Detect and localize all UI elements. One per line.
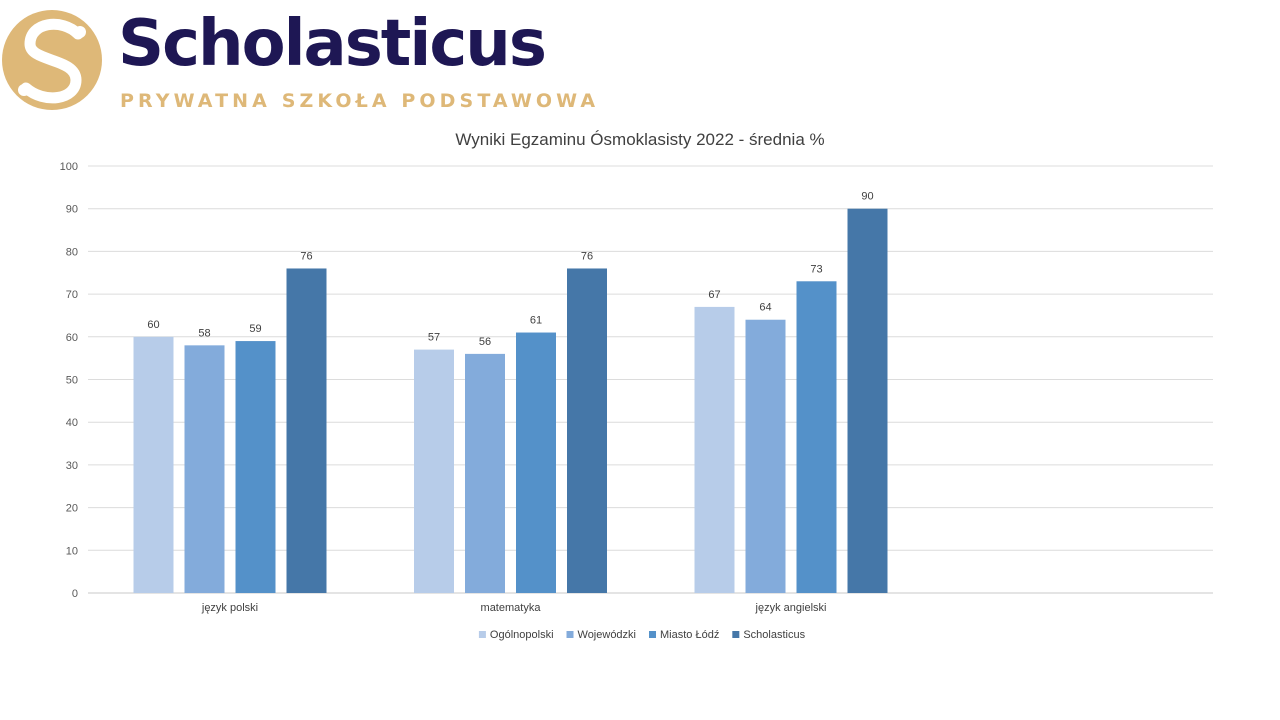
- grid: 0 10 20 30 40 50 60 70 80 90 100: [60, 161, 1213, 600]
- legend-item: Ogólnopolski: [478, 629, 554, 641]
- y-tick-label: 60: [66, 332, 78, 344]
- chart-title: Wyniki Egzaminu Ósmoklasisty 2022 - śred…: [455, 130, 824, 149]
- data-label: 76: [581, 250, 593, 262]
- y-tick-label: 20: [66, 503, 78, 515]
- legend-item: Miasto Łódź: [649, 629, 719, 641]
- data-label: 76: [300, 250, 312, 262]
- legend-swatch: [649, 631, 657, 638]
- y-tick-label: 80: [66, 246, 78, 258]
- bar: [796, 281, 837, 593]
- x-tick-label: język angielski: [755, 602, 827, 614]
- legend-label: Miasto Łódź: [660, 629, 719, 641]
- bar: [133, 336, 174, 593]
- data-label: 57: [428, 332, 440, 344]
- legend-label: Wojewódzki: [578, 629, 637, 641]
- y-tick-label: 100: [60, 161, 78, 173]
- data-label: 61: [530, 315, 542, 327]
- legend-swatch: [732, 631, 740, 638]
- bar: [694, 306, 735, 593]
- data-label: 59: [249, 323, 261, 335]
- x-axis: język polski matematyka język angielski: [201, 602, 827, 614]
- brand-tagline: PRYWATNA SZKOŁA PODSTAWOWA: [120, 90, 600, 112]
- data-label: 60: [147, 319, 159, 331]
- y-tick-label: 90: [66, 204, 78, 216]
- school-logo: Scholasticus PRYWATNA SZKOŁA PODSTAWOWA: [0, 0, 595, 120]
- data-label: 64: [759, 302, 771, 314]
- y-tick-label: 0: [72, 588, 78, 600]
- x-tick-label: matematyka: [481, 602, 542, 614]
- y-tick-label: 70: [66, 289, 78, 301]
- bar: [235, 341, 276, 593]
- bar: [465, 353, 505, 593]
- bar: [286, 268, 327, 593]
- brand-name: Scholasticus: [118, 7, 547, 81]
- y-tick-label: 10: [66, 545, 78, 557]
- bar: [567, 268, 607, 593]
- legend-label: Scholasticus: [743, 629, 805, 641]
- y-tick-label: 40: [66, 417, 78, 429]
- data-labels: 60 58 59 76 57 56 61 76 67 64 73 90: [147, 191, 873, 348]
- legend-item: Scholasticus: [732, 629, 806, 641]
- y-tick-label: 50: [66, 375, 78, 387]
- bar: [745, 319, 786, 593]
- x-tick-label: język polski: [201, 602, 258, 614]
- legend-swatch: [478, 631, 486, 638]
- data-label: 73: [810, 263, 822, 275]
- bar: [847, 208, 888, 593]
- data-label: 90: [861, 191, 873, 203]
- data-label: 56: [479, 336, 491, 348]
- legend-item: Wojewódzki: [566, 629, 637, 641]
- data-label: 67: [708, 289, 720, 301]
- s-monogram-icon: [2, 10, 102, 110]
- legend-swatch: [566, 631, 574, 638]
- data-label: 58: [198, 327, 210, 339]
- bar: [414, 349, 454, 593]
- y-tick-label: 30: [66, 460, 78, 472]
- legend: Ogólnopolski Wojewódzki Miasto Łódź Scholas…: [478, 629, 806, 641]
- bar: [516, 332, 556, 593]
- bars: [133, 208, 888, 593]
- bar: [184, 345, 225, 593]
- legend-label: Ogólnopolski: [490, 629, 554, 641]
